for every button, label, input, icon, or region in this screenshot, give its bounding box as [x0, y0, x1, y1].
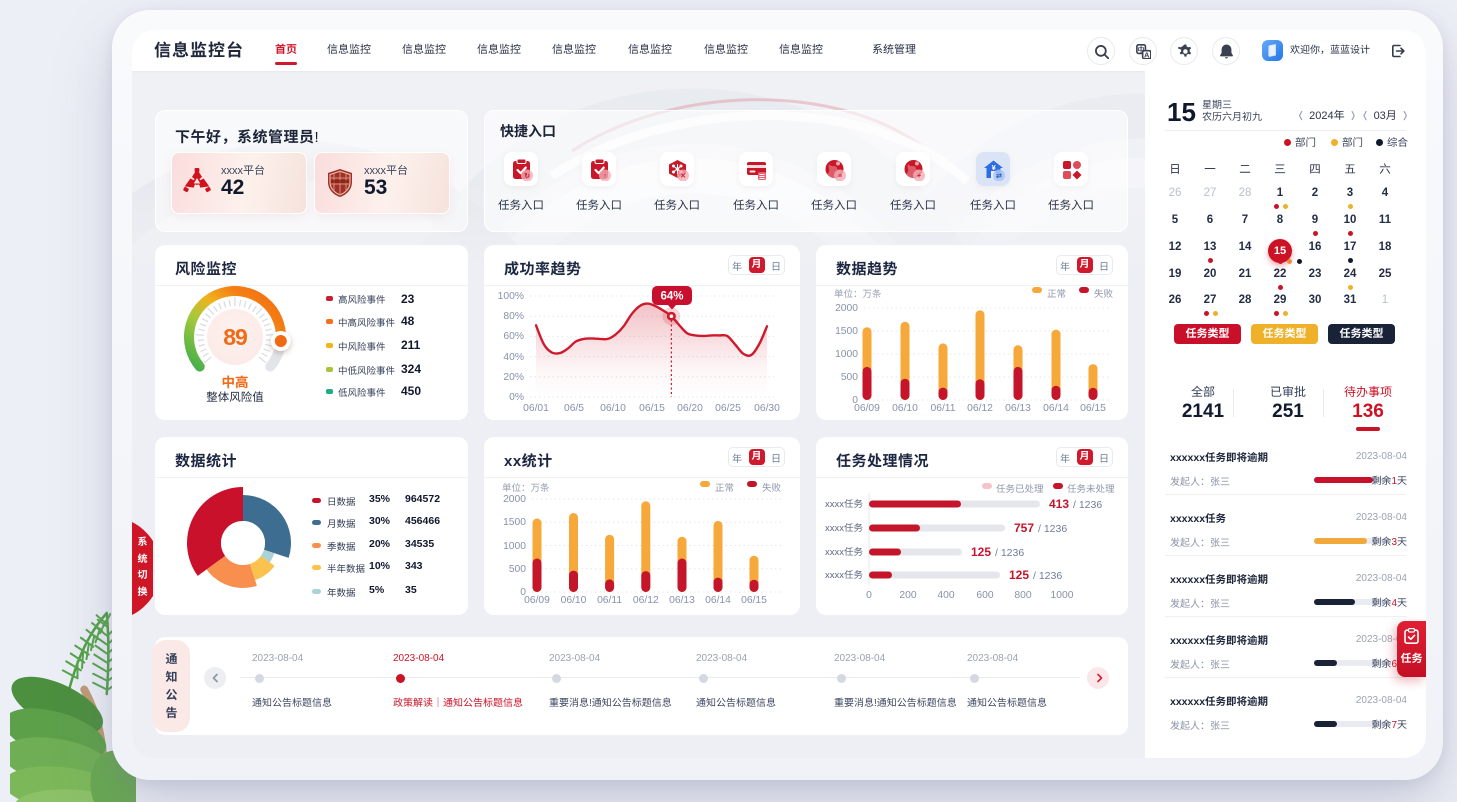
svg-text:xxxx任务: xxxx任务	[825, 499, 864, 510]
svg-text:500: 500	[841, 372, 858, 383]
svg-text:40%: 40%	[503, 352, 524, 363]
svg-text:xxxx任务: xxxx任务	[825, 547, 864, 558]
svg-text:2000: 2000	[835, 303, 858, 314]
svg-text:06/11: 06/11	[930, 403, 955, 414]
svg-text:600: 600	[976, 590, 993, 601]
svg-text:中: 中	[1138, 45, 1145, 54]
svg-text:0%: 0%	[509, 392, 524, 403]
svg-text:≡: ≡	[837, 173, 841, 180]
svg-text:06/13: 06/13	[1005, 403, 1031, 414]
svg-text:06/12: 06/12	[633, 595, 659, 606]
svg-text:06/15: 06/15	[741, 595, 767, 606]
svg-text:↻: ↻	[524, 173, 530, 180]
svg-text:06/20: 06/20	[677, 403, 703, 414]
svg-text:06/15: 06/15	[639, 403, 665, 414]
svg-text:/ 1236: / 1236	[1038, 523, 1067, 535]
svg-text:125: 125	[1009, 568, 1029, 582]
svg-text:A: A	[1144, 50, 1150, 59]
svg-text:60%: 60%	[503, 331, 524, 342]
svg-text:80%: 80%	[503, 311, 524, 322]
svg-text:413: 413	[1049, 497, 1069, 511]
svg-text:xxxx任务: xxxx任务	[825, 570, 864, 581]
svg-text:0: 0	[866, 590, 872, 601]
svg-text:1000: 1000	[835, 349, 858, 360]
svg-text:/ 1236: / 1236	[1073, 499, 1102, 511]
svg-text:06/5: 06/5	[564, 403, 584, 414]
svg-text:757: 757	[1014, 521, 1034, 535]
svg-text:06/14: 06/14	[705, 595, 731, 606]
svg-text:xxxx任务: xxxx任务	[825, 523, 864, 534]
svg-text:06/10: 06/10	[892, 403, 918, 414]
svg-text:06/12: 06/12	[967, 403, 993, 414]
svg-text:100%: 100%	[498, 291, 524, 302]
svg-text:06/14: 06/14	[1043, 403, 1069, 414]
svg-text:400: 400	[937, 590, 954, 601]
svg-text:↑: ↑	[603, 173, 607, 180]
svg-text:1000: 1000	[503, 541, 526, 552]
svg-text:0: 0	[520, 587, 526, 598]
svg-text:89: 89	[223, 324, 247, 350]
svg-text:06/11: 06/11	[597, 595, 622, 606]
svg-text:06/10: 06/10	[561, 595, 587, 606]
svg-text:800: 800	[1014, 590, 1031, 601]
svg-text:500: 500	[509, 564, 526, 575]
svg-text:/ 1236: / 1236	[1033, 570, 1062, 582]
svg-text:/ 1236: / 1236	[995, 547, 1024, 559]
svg-text:200: 200	[899, 590, 916, 601]
svg-text:06/01: 06/01	[523, 403, 549, 414]
svg-text:1500: 1500	[503, 517, 526, 528]
svg-text:⇄: ⇄	[996, 172, 1002, 180]
svg-text:06/30: 06/30	[754, 403, 780, 414]
svg-text:2000: 2000	[503, 494, 526, 505]
svg-text:¥: ¥	[991, 163, 996, 172]
svg-text:✕: ✕	[680, 173, 686, 180]
svg-text:20%: 20%	[503, 372, 524, 383]
svg-text:1500: 1500	[835, 326, 858, 337]
svg-text:+: +	[916, 173, 920, 180]
svg-text:1000: 1000	[1051, 590, 1074, 601]
svg-text:06/10: 06/10	[600, 403, 626, 414]
svg-text:06/09: 06/09	[854, 403, 880, 414]
svg-text:06/15: 06/15	[1080, 403, 1106, 414]
svg-text:06/09: 06/09	[524, 595, 550, 606]
svg-text:0: 0	[852, 395, 858, 406]
svg-text:64%: 64%	[660, 291, 683, 303]
svg-text:06/13: 06/13	[669, 595, 695, 606]
svg-text:06/25: 06/25	[715, 403, 741, 414]
svg-text:125: 125	[971, 545, 991, 559]
